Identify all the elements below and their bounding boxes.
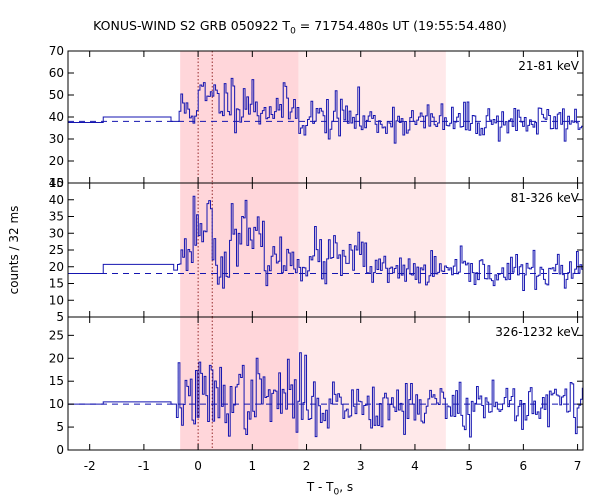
x-tick-label-5: 3 (357, 459, 365, 473)
y-tick-label-1-2: 15 (49, 277, 64, 291)
x-axis-label-subscript: 0 (333, 487, 340, 498)
y-tick-label-1-0: 5 (56, 310, 64, 324)
count-rate-curve-0 (68, 77, 583, 144)
y-tick-label-2-4: 20 (49, 351, 64, 365)
y-tick-label-1-8: 45 (49, 176, 64, 190)
y-tick-label-1-4: 25 (49, 243, 64, 257)
y-tick-label-1-7: 40 (49, 193, 64, 207)
y-tick-label-1-5: 30 (49, 226, 64, 240)
x-tick-label-2: 0 (194, 459, 202, 473)
y-tick-label-0-1: 20 (49, 154, 64, 168)
x-axis-label: T - T0, s (307, 480, 353, 497)
y-tick-label-2-1: 5 (56, 420, 64, 434)
x-tick-label-3: 1 (248, 459, 256, 473)
x-tick-label-7: 5 (465, 459, 473, 473)
x-axis-label-prefix: T - T (306, 480, 334, 494)
y-tick-label-2-5: 25 (49, 328, 64, 342)
y-tick-label-0-3: 40 (49, 110, 64, 124)
x-axis-label-suffix: , s (339, 480, 354, 494)
energy-band-label-0: 21-81 keV (518, 59, 580, 73)
y-tick-label-2-0: 0 (56, 443, 64, 457)
y-tick-label-1-6: 35 (49, 210, 64, 224)
panel-frame-2 (67, 316, 584, 451)
x-tick-label-4: 2 (303, 459, 311, 473)
energy-band-label-2: 326-1232 keV (495, 325, 579, 339)
x-tick-label-0: -2 (84, 459, 96, 473)
energy-band-label-1: 81-326 keV (511, 191, 580, 205)
x-tick-label-6: 4 (411, 459, 419, 473)
title-subscript: 0 (290, 26, 296, 37)
x-tick-label-9: 7 (574, 459, 582, 473)
chart-title: KONUS-WIND S2 GRB 050922 T0 = 71754.480s… (0, 18, 600, 37)
count-rate-curve-2 (68, 352, 583, 438)
x-tick-label-8: 6 (520, 459, 528, 473)
y-tick-label-0-2: 30 (49, 132, 64, 146)
x-tick-label-1: -1 (138, 459, 150, 473)
y-tick-label-0-0: 10 (49, 176, 64, 190)
title-suffix: = 71754.480s UT (19:55:54.480) (295, 18, 507, 33)
y-tick-label-0-5: 60 (49, 66, 64, 80)
count-rate-curve-1 (68, 195, 583, 292)
y-tick-label-2-2: 10 (49, 397, 64, 411)
title-prefix: KONUS-WIND S2 GRB 050922 T (93, 18, 291, 33)
y-tick-label-0-6: 70 (49, 44, 64, 58)
y-tick-label-1-1: 10 (49, 293, 64, 307)
y-tick-label-0-4: 50 (49, 88, 64, 102)
y-tick-label-2-3: 15 (49, 374, 64, 388)
y-tick-label-1-3: 20 (49, 260, 64, 274)
